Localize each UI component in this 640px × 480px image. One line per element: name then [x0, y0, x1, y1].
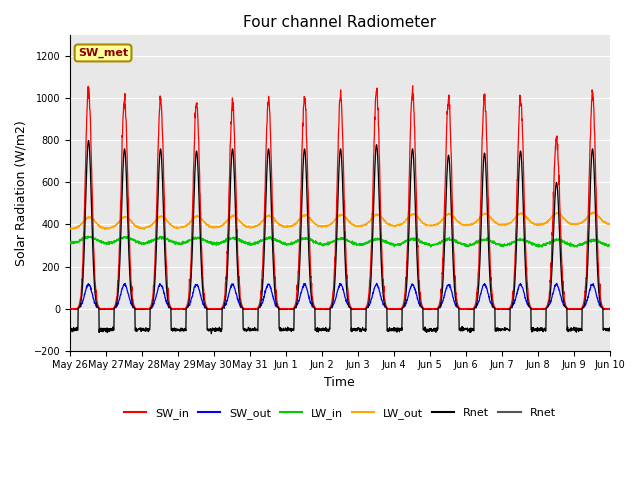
Y-axis label: Solar Radiation (W/m2): Solar Radiation (W/m2) — [15, 120, 28, 266]
Legend: SW_in, SW_out, LW_in, LW_out, Rnet, Rnet: SW_in, SW_out, LW_in, LW_out, Rnet, Rnet — [120, 404, 560, 423]
X-axis label: Time: Time — [324, 376, 355, 389]
Title: Four channel Radiometer: Four channel Radiometer — [243, 15, 436, 30]
Text: SW_met: SW_met — [78, 48, 128, 58]
